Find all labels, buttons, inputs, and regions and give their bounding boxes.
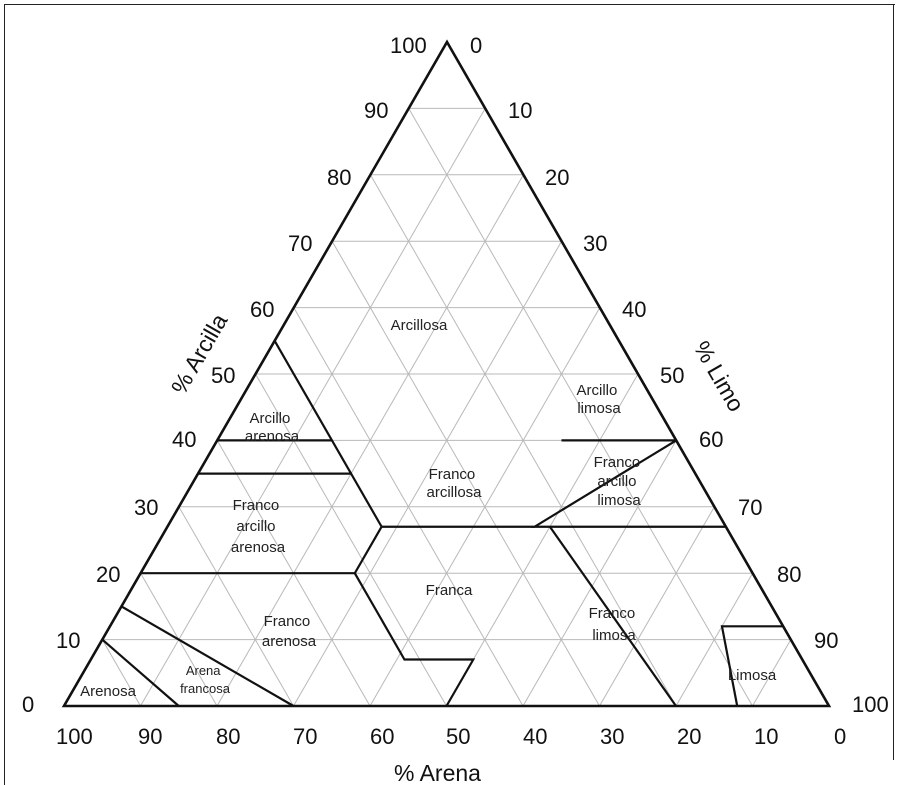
grid-line-silt (752, 639, 792, 707)
grid-line-sand (178, 506, 294, 707)
region-label-arcillo-limosa: Arcillo limosa (576, 382, 621, 417)
clay-tick-90: 90 (364, 98, 388, 123)
grid-line-silt (446, 373, 639, 707)
region-label-franca: Franca (426, 582, 473, 599)
region-label-franco-arcillo-arenosa: Franco arcillo arenosa (231, 497, 286, 556)
sand-tick-30: 30 (600, 724, 624, 749)
sand-tick-50: 50 (446, 724, 470, 749)
silt-axis-title: % Limo (689, 337, 750, 416)
sand-tick-70: 70 (293, 724, 317, 749)
region-label-limosa: Limosa (728, 667, 777, 684)
clay-axis-ticks: 0 10 20 30 40 50 60 70 80 90 100 (22, 33, 427, 717)
sand-tick-0: 0 (834, 724, 846, 749)
clay-tick-60: 60 (250, 297, 274, 322)
region-label-arenosa: Arenosa (80, 683, 137, 700)
region-label-franco-arcillosa: Franco arcillosa (426, 466, 482, 501)
silt-tick-70: 70 (738, 495, 762, 520)
region-labels: Arcillosa Arcillo limosa Arcillo arenosa… (80, 317, 777, 700)
boundary-loam (353, 526, 476, 707)
grid-line-silt (293, 240, 563, 707)
boundary-silt-loam (549, 526, 677, 707)
sand-tick-40: 40 (523, 724, 547, 749)
sand-axis-title: % Arena (394, 760, 481, 785)
clay-tick-20: 20 (96, 562, 120, 587)
grid-lines (101, 107, 792, 707)
silt-tick-80: 80 (777, 562, 801, 587)
silt-tick-90: 90 (814, 628, 838, 653)
region-label-arcillo-arenosa: Arcillo arenosa (245, 410, 300, 445)
silt-tick-30: 30 (583, 231, 607, 256)
grid-line-silt (522, 440, 677, 707)
sand-tick-100: 100 (56, 724, 93, 749)
boundary-scl-top (198, 472, 383, 528)
clay-tick-50: 50 (211, 363, 235, 388)
clay-tick-80: 80 (327, 165, 351, 190)
clay-tick-40: 40 (172, 427, 196, 452)
sand-tick-10: 10 (754, 724, 778, 749)
region-label-arcillosa: Arcillosa (391, 317, 448, 334)
silt-tick-40: 40 (622, 297, 646, 322)
silt-tick-20: 20 (545, 165, 569, 190)
clay-tick-70: 70 (288, 231, 312, 256)
grid-line-sand (408, 108, 753, 707)
silt-axis-ticks: 0 10 20 30 40 50 60 70 80 90 100 (470, 33, 889, 717)
triangle-outline (61, 39, 832, 708)
sand-tick-80: 80 (216, 724, 240, 749)
silt-tick-60: 60 (699, 427, 723, 452)
sand-tick-90: 90 (138, 724, 162, 749)
silt-tick-50: 50 (660, 363, 684, 388)
silt-tick-10: 10 (508, 98, 532, 123)
region-label-franco-arenosa: Franco arenosa (262, 613, 317, 650)
sand-tick-60: 60 (370, 724, 394, 749)
silt-tick-0: 0 (470, 33, 482, 58)
region-label-arena-francosa: Arena francosa (180, 663, 231, 696)
sand-tick-20: 20 (677, 724, 701, 749)
figure-frame (4, 4, 895, 785)
grid-line-silt (599, 506, 715, 707)
figure-frame-right (893, 4, 894, 760)
boundary-silt (720, 625, 784, 707)
region-label-franco-arcillo-limosa: Franco arcillo limosa (594, 454, 645, 509)
clay-tick-100: 100 (390, 33, 427, 58)
boundary-sand (101, 638, 180, 707)
grid-line-sand (101, 639, 141, 707)
silt-tick-100: 100 (852, 692, 889, 717)
clay-tick-30: 30 (134, 495, 158, 520)
boundary-loamy-sand (120, 605, 295, 707)
region-label-franco-limosa: Franco limosa (589, 605, 640, 644)
grid-line-sand (255, 373, 447, 707)
clay-tick-0: 0 (22, 692, 34, 717)
clay-tick-10: 10 (56, 628, 80, 653)
boundary-clay-sandy-clay (273, 340, 353, 475)
sand-axis-ticks: 100 90 80 70 60 50 40 30 20 10 0 (56, 724, 846, 749)
grid-line-silt (675, 572, 754, 707)
grid-line-sand (331, 240, 600, 707)
texture-class-boundaries (101, 307, 784, 707)
